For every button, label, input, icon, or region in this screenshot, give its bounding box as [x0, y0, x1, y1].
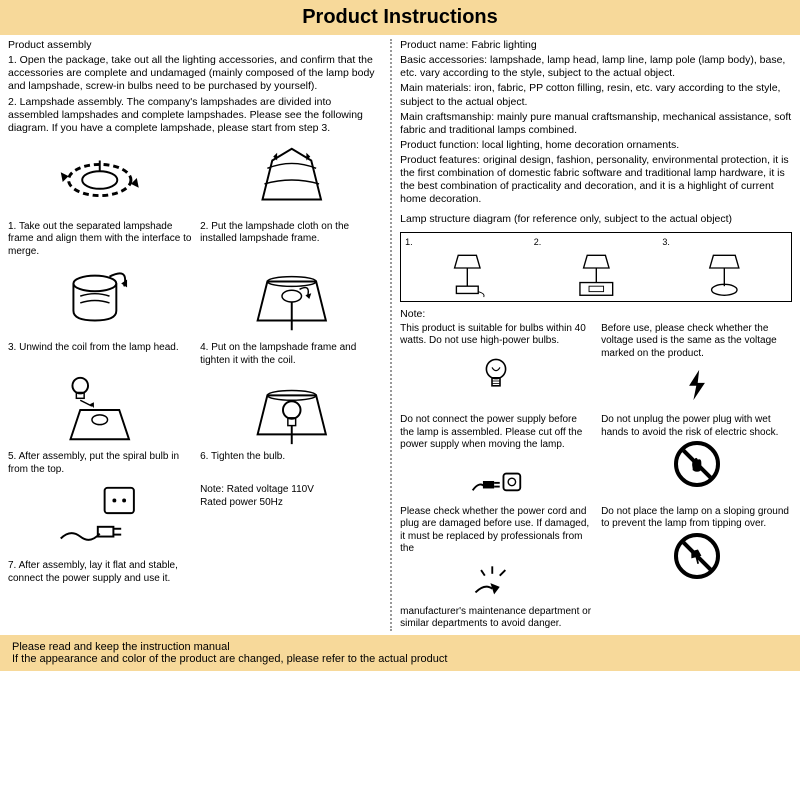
diagram-num-3: 3. [662, 237, 670, 247]
product-craftsmanship: Main craftsmanship: mainly pure manual c… [400, 111, 792, 137]
assembly-intro-1: 1. Open the package, take out all the li… [8, 54, 384, 93]
note-slope: Do not place the lamp on a sloping groun… [601, 506, 792, 631]
note-5-extra: manufacturer's maintenance department or… [400, 606, 591, 631]
plug-outlet-icon [8, 480, 192, 558]
step-7-label: 7. After assembly, lay it flat and stabl… [8, 560, 192, 585]
step-4-label: 4. Put on the lampshade frame and tighte… [200, 342, 384, 367]
step-1-label: 1. Take out the separated lampshade fram… [8, 221, 192, 259]
step-2-label: 2. Put the lampshade cloth on the instal… [200, 221, 384, 246]
right-column: Product name: Fabric lighting Basic acce… [392, 39, 792, 631]
note-power-assembly: Do not connect the power supply before t… [400, 414, 591, 502]
shade-cloth-icon [200, 141, 384, 219]
product-name: Product name: Fabric lighting [400, 39, 792, 52]
footer-line-1: Please read and keep the instruction man… [12, 641, 788, 653]
assembly-steps-grid: 1. Take out the separated lampshade fram… [8, 141, 384, 586]
diagram-label: Lamp structure diagram (for reference on… [400, 213, 792, 226]
product-features: Product features: original design, fashi… [400, 154, 792, 207]
main-content: Product assembly 1. Open the package, ta… [0, 35, 800, 635]
damaged-cord-icon [400, 556, 591, 606]
plug-switch-icon [400, 452, 591, 502]
step-3: 3. Unwind the coil from the lamp head. [8, 262, 192, 367]
step-7: 7. After assembly, lay it flat and stabl… [8, 480, 192, 585]
step-1: 1. Take out the separated lampshade fram… [8, 141, 192, 259]
note-5-text: Please check whether the power cord and … [400, 506, 591, 556]
prohibit-wet-hand-icon [601, 439, 792, 489]
note-1-text: This product is suitable for bulbs withi… [400, 323, 591, 348]
product-accessories: Basic accessories: lampshade, lamp head,… [400, 54, 792, 80]
assembly-intro-2: 2. Lampshade assembly. The company's lam… [8, 96, 384, 135]
lamp-structure-diagram: 1. 2. 3. [400, 232, 792, 302]
page-title: Product Instructions [0, 0, 800, 35]
notes-grid: This product is suitable for bulbs withi… [400, 323, 792, 631]
product-materials: Main materials: iron, fabric, PP cotton … [400, 82, 792, 108]
shade-socket-icon [200, 262, 384, 340]
prohibit-slope-icon [601, 531, 792, 581]
step-6: 6. Tighten the bulb. [200, 371, 384, 476]
note-6-text: Do not place the lamp on a sloping groun… [601, 506, 792, 531]
ring-frame-icon [8, 141, 192, 219]
step-4: 4. Put on the lampshade frame and tighte… [200, 262, 384, 367]
diagram-num-2: 2. [534, 237, 542, 247]
bulb-tighten-icon [200, 371, 384, 449]
footer: Please read and keep the instruction man… [0, 635, 800, 671]
step-3-label: 3. Unwind the coil from the lamp head. [8, 342, 192, 355]
note-voltage: Before use, please check whether the vol… [601, 323, 792, 411]
diagram-3: 3. [662, 237, 787, 297]
note-3-text: Do not connect the power supply before t… [400, 414, 591, 452]
left-column: Product assembly 1. Open the package, ta… [8, 39, 392, 631]
diagram-1: 1. [405, 237, 530, 297]
note-4-text: Do not unplug the power plug with wet ha… [601, 414, 792, 439]
assembly-heading: Product assembly [8, 39, 384, 52]
notes-header: Note: [400, 308, 792, 321]
note-wet-hands: Do not unplug the power plug with wet ha… [601, 414, 792, 502]
diagram-num-1: 1. [405, 237, 413, 247]
diagram-2: 2. [534, 237, 659, 297]
lightning-bolt-icon [601, 360, 792, 410]
note-cord-damage: Please check whether the power cord and … [400, 506, 591, 631]
step-6-label: 6. Tighten the bulb. [200, 451, 384, 464]
step-5: 5. After assembly, put the spiral bulb i… [8, 371, 192, 476]
note-bulb-wattage: This product is suitable for bulbs withi… [400, 323, 591, 411]
footer-line-2: If the appearance and color of the produ… [12, 653, 788, 665]
bulb-insert-icon [8, 371, 192, 449]
product-function: Product function: local lighting, home d… [400, 139, 792, 152]
step-5-label: 5. After assembly, put the spiral bulb i… [8, 451, 192, 476]
socket-coil-icon [8, 262, 192, 340]
note-2-text: Before use, please check whether the vol… [601, 323, 792, 361]
bulb-icon [400, 348, 591, 398]
step-2: 2. Put the lampshade cloth on the instal… [200, 141, 384, 259]
rated-note: Note: Rated voltage 110V Rated power 50H… [200, 484, 384, 585]
